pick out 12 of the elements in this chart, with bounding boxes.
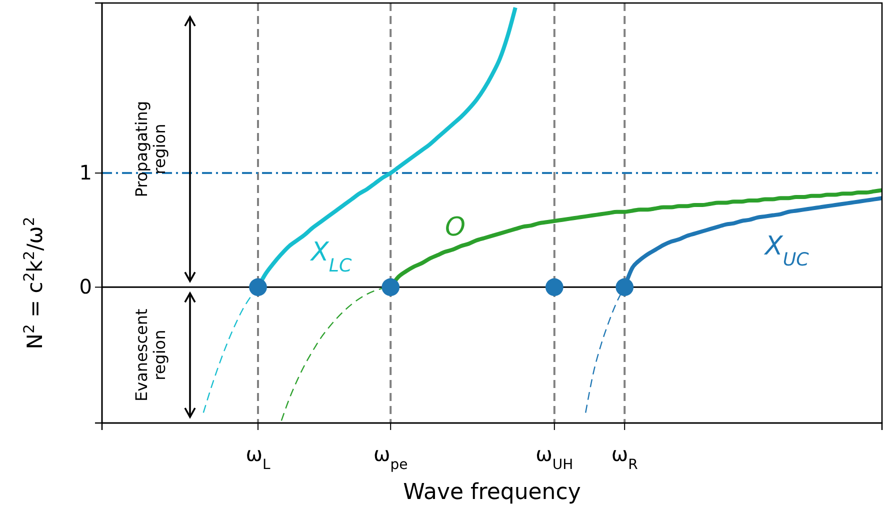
series-label: X$_{LC}$ xyxy=(309,237,352,276)
y-tick-label: 0 xyxy=(79,274,92,299)
series-label: X$_{UC}$ xyxy=(763,231,810,270)
x-tick-label: ω$_{pe}$ xyxy=(373,442,408,473)
y-tick-label: 1 xyxy=(79,160,92,184)
series-label: O xyxy=(445,212,466,243)
x-tick-label: ω$_{R}$ xyxy=(611,442,638,473)
x-tick-label: ω$_{UH}$ xyxy=(536,442,574,473)
x-tick-label: ω$_{L}$ xyxy=(246,442,270,473)
annotation: Evanescent region xyxy=(132,308,169,402)
annotation: Propagating region xyxy=(132,100,169,198)
x-axis-title: Wave frequency xyxy=(403,480,581,505)
